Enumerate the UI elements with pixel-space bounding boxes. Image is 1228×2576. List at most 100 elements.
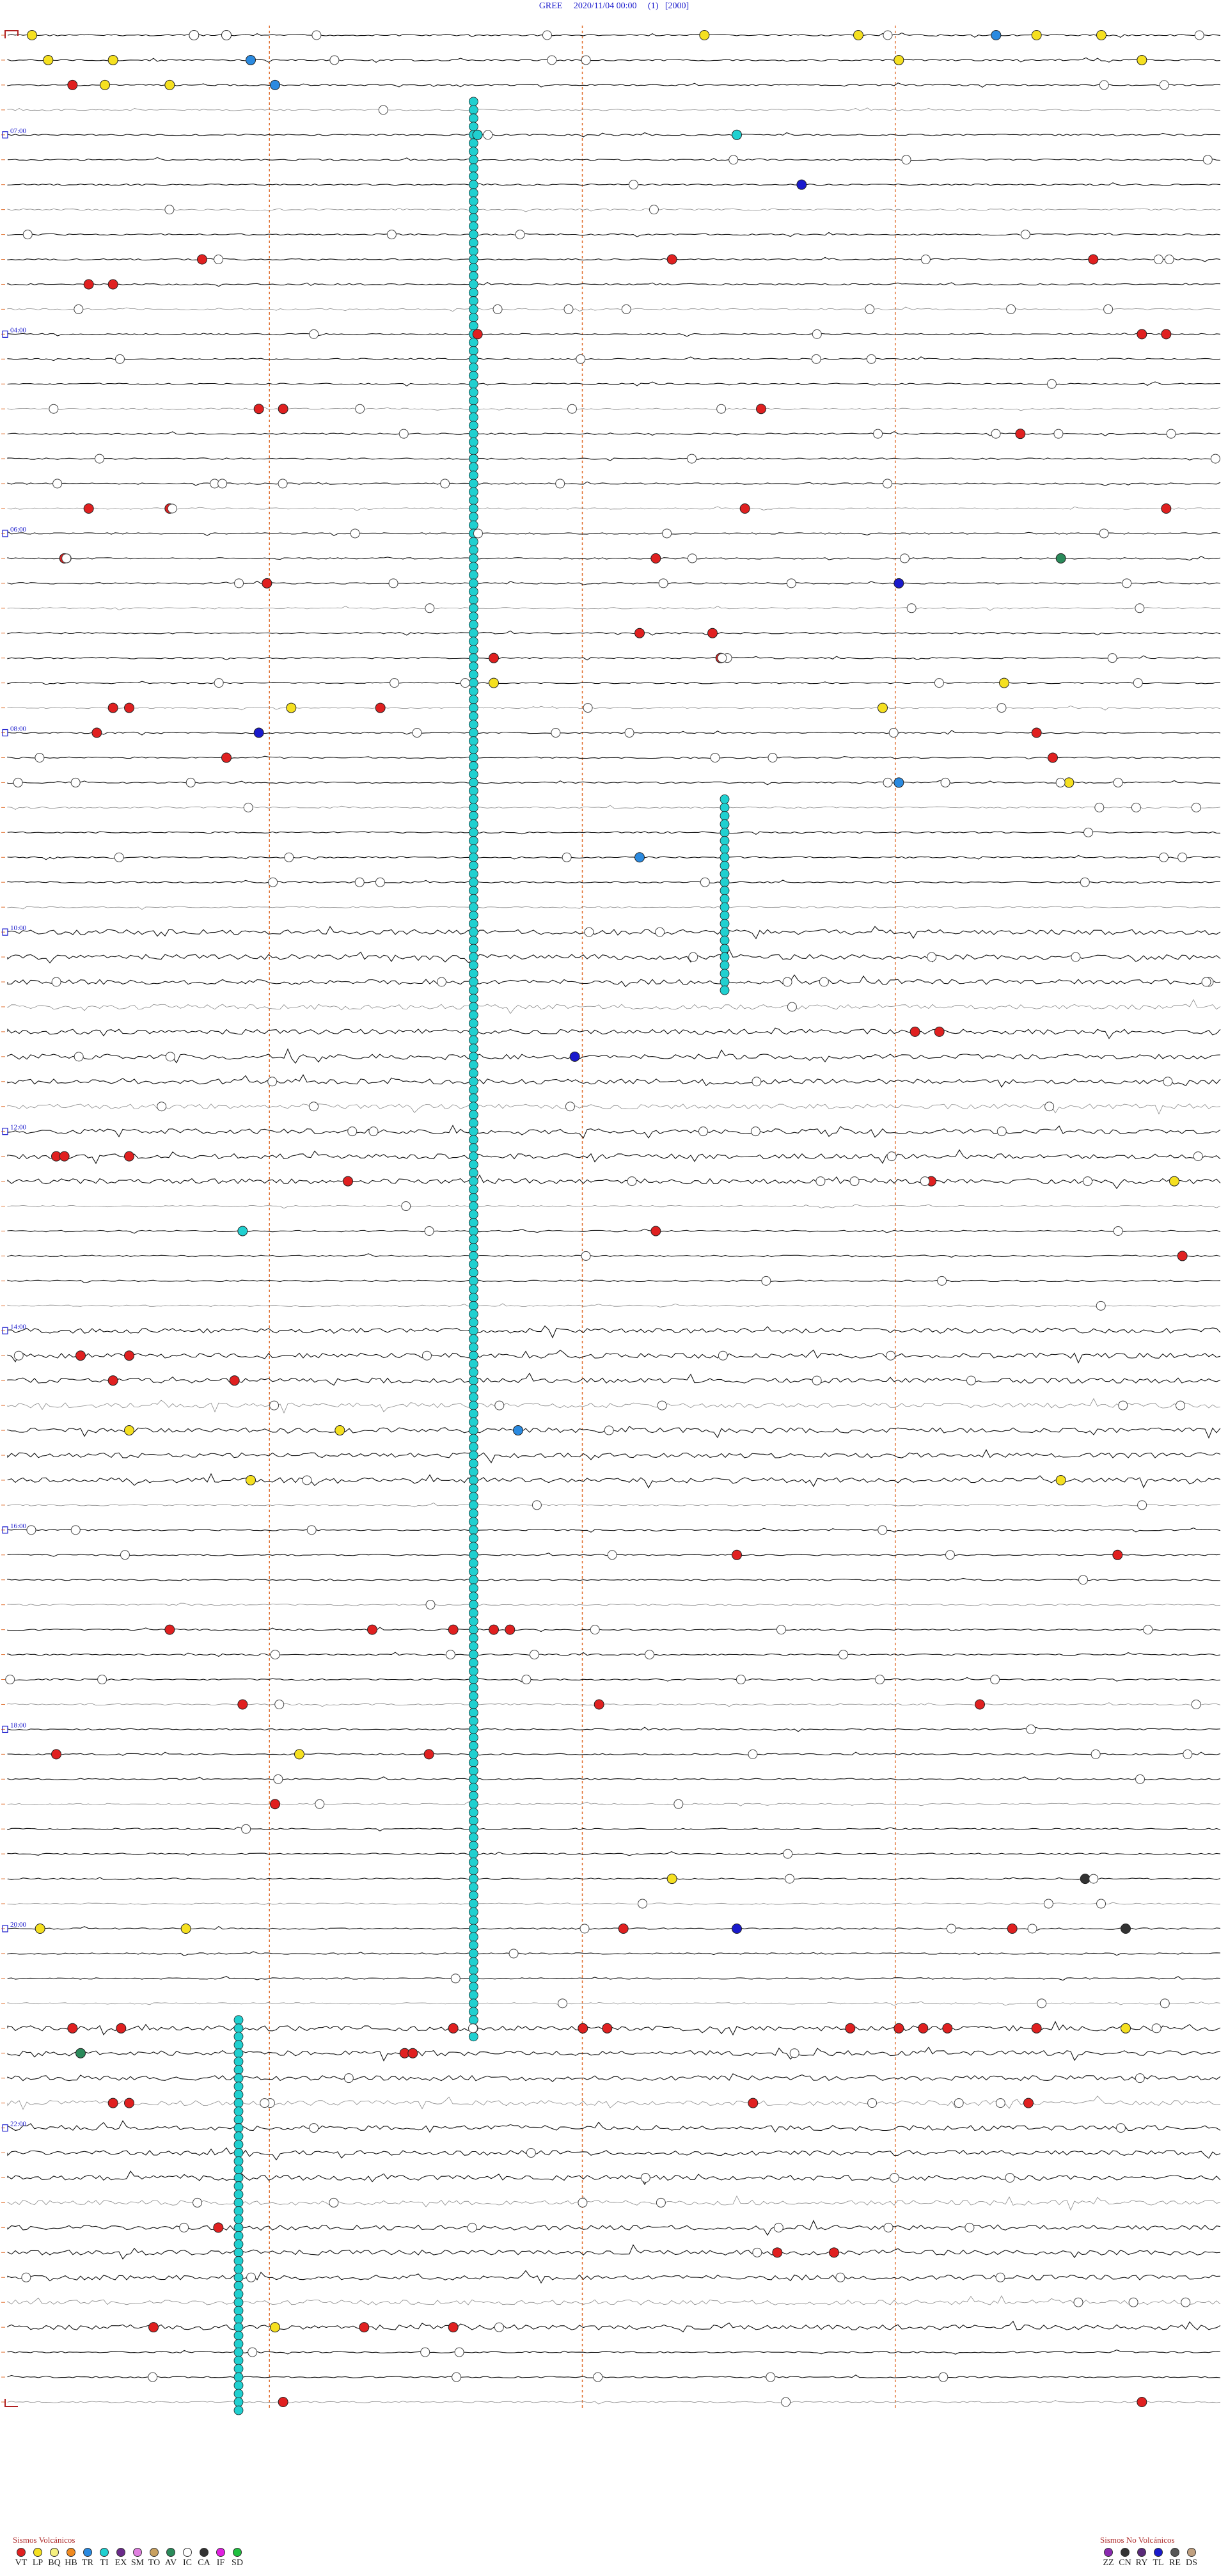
event-marker [865,304,875,314]
event-marker [812,329,822,339]
trace-1 [1,57,1221,63]
trace-line [7,506,1221,511]
trace-line [7,1627,1221,1632]
event-marker [787,1002,797,1012]
event-marker [720,935,730,945]
trace-37 [1,949,1221,964]
event-marker [716,404,727,414]
event-marker [233,2106,244,2117]
event-marker [1202,155,1213,165]
event-marker [468,1517,478,1527]
event-marker [1161,503,1172,514]
event-marker [468,2007,478,2017]
event-marker [938,2372,949,2382]
trace-21 [1,555,1221,561]
event-marker [468,786,478,796]
trace-line [7,1602,1221,1606]
event-marker [468,213,478,223]
trace-line [7,531,1221,537]
event-marker [720,819,730,829]
trace-51 [1,1303,1221,1308]
trace-78 [1,1975,1221,1981]
event-marker [468,1292,478,1302]
event-marker [468,935,478,945]
event-marker [472,129,483,140]
event-marker [1046,379,1057,389]
event-marker [468,1948,478,1959]
trace-24 [1,630,1221,636]
trace-line [7,1174,1221,1189]
legend-item-vt: VT [13,2548,29,2568]
event-marker [886,1151,897,1162]
event-marker [468,1799,478,1809]
event-marker [1137,1500,1147,1510]
trace-line [7,281,1221,287]
event-marker [468,304,478,314]
event-marker [26,1525,36,1535]
event-marker [233,2405,244,2415]
trace-line [7,1877,1221,1881]
event-marker [253,727,264,738]
event-marker [1090,1749,1101,1759]
trace-line [7,730,1221,736]
event-marker [468,653,478,663]
event-marker [899,553,909,564]
legend-dot-icon [1137,2548,1146,2557]
event-marker [233,2231,244,2241]
event-marker [468,720,478,729]
event-marker [233,2380,244,2390]
event-marker [468,770,478,779]
event-marker [124,702,134,713]
event-marker [819,977,829,987]
event-marker [811,354,821,364]
event-marker [1159,80,1169,90]
event-marker [1115,2123,1126,2133]
event-marker [468,320,478,331]
event-marker [468,802,478,812]
trace-line [7,1149,1221,1164]
event-marker [673,1799,684,1809]
event-marker [75,1350,86,1361]
trace-line [7,1125,1221,1139]
event-marker [468,844,478,854]
event-marker [748,1749,758,1759]
event-marker [1078,1575,1089,1585]
trace-13 [1,356,1221,361]
trace-line [7,1449,1221,1464]
event-marker [756,404,766,415]
event-marker [286,702,297,713]
event-marker [1191,802,1201,812]
event-marker [815,1176,826,1187]
event-marker [468,1359,478,1369]
event-marker [468,595,478,605]
event-marker [991,30,1002,40]
trace-line [7,1253,1221,1258]
event-marker [100,79,110,90]
trace-line [7,157,1221,162]
event-marker [309,2123,319,2133]
event-marker [531,1500,542,1510]
event-marker [698,1126,708,1137]
event-marker [662,528,672,539]
event-marker [1037,1998,1047,2009]
event-marker [1161,329,1172,340]
trace-line [7,107,1221,111]
event-marker [629,180,639,190]
event-marker [883,30,893,40]
event-marker [468,412,478,422]
event-marker [909,1026,920,1037]
legend-label: VT [15,2558,28,2568]
event-marker [739,503,750,514]
event-marker [452,2372,462,2382]
event-marker [602,2023,613,2034]
legend-item-bq: BQ [46,2548,63,2568]
event-marker [645,1650,655,1660]
event-marker [468,745,478,754]
event-marker [253,404,264,415]
event-marker [468,1550,478,1560]
event-marker [468,370,478,381]
trace-16 [1,431,1221,436]
event-marker [233,2198,244,2208]
event-marker [888,728,899,738]
